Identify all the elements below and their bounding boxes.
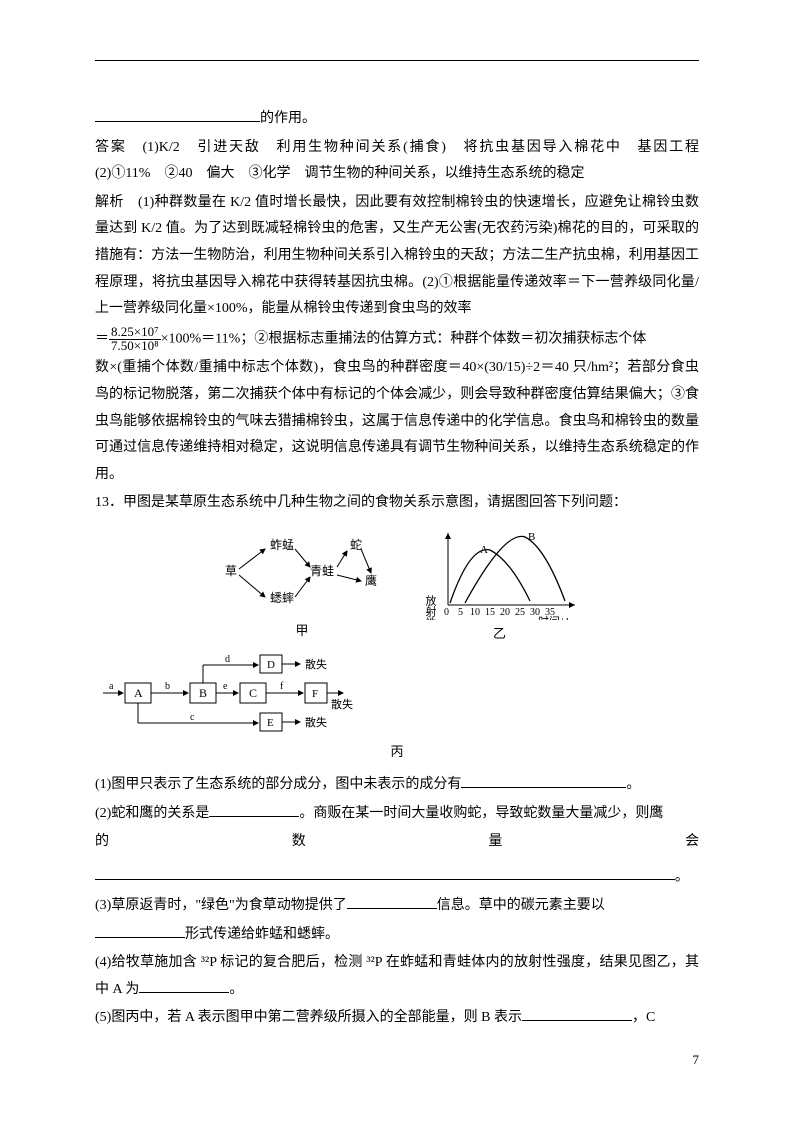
svg-text:E: E	[267, 717, 274, 729]
svg-text:0: 0	[444, 607, 449, 618]
sp4: 会	[685, 834, 699, 849]
blank-q2-full	[95, 858, 675, 880]
answer-text: (1)K/2 引进天敌 利用生物种间关系(捕食) 将抗虫基因导入棉花中 基因工程…	[95, 140, 713, 182]
node-qingwa: 青蛙	[310, 564, 334, 578]
curve-a-label: A	[480, 544, 488, 556]
svg-text:a: a	[109, 681, 114, 692]
figure-row-top: 草 蚱蜢 蟋蟀 青蛙 蛇 鹰 甲 放	[95, 525, 699, 647]
blank-q1	[461, 774, 626, 788]
node-cao: 草	[225, 564, 237, 578]
node-she: 蛇	[350, 537, 362, 552]
q1-line: (1)图甲只表示了生态系统的部分成分，图中未表示的成分有 。	[95, 772, 699, 799]
q5a-text: (5)图丙中，若 A 表示图甲中第二营养级所摄入的全部能量，则 B 表示	[95, 1010, 522, 1025]
jiexi-text1: (1)种群数量在 K/2 值时增长最快，因此要有效控制棉铃虫的快速增长，应避免让…	[95, 195, 699, 316]
jiexi-text2b: ×100%＝11%；②根据标志重捕法的估算方式：种群个体数＝初次捕获标志个体	[161, 331, 647, 346]
blank-q4	[139, 979, 229, 993]
q5-line: (5)图丙中，若 A 表示图甲中第二营养级所摄入的全部能量，则 B 表示 ，C	[95, 1005, 699, 1032]
svg-text:c: c	[190, 712, 195, 723]
answer-block: 答案 (1)K/2 引进天敌 利用生物种间关系(捕食) 将抗虫基因导入棉花中 基…	[95, 135, 699, 188]
q2b-text: 。商贩在某一时间大量收购蛇，导致蛇数量大量减少，则鹰	[299, 806, 663, 821]
label-yi: 乙	[420, 622, 580, 647]
sp2: 数	[292, 834, 396, 849]
node-xishuai: 蟋蟀	[270, 590, 294, 605]
q2-spread: 的 数 量 会	[95, 829, 699, 856]
svg-text:15: 15	[485, 607, 495, 618]
blank-q3a	[347, 895, 437, 909]
jiexi-label: 解析	[95, 195, 124, 210]
q5b-text: ，C	[632, 1010, 655, 1025]
figure-yi: 放射性强度 0 5 10 15 20 25 30 35 时间/d A B 乙	[420, 525, 580, 647]
node-zhameng: 蚱蜢	[270, 537, 294, 552]
q1-text: (1)图甲只表示了生态系统的部分成分，图中未表示的成分有	[95, 777, 461, 792]
svg-text:b: b	[165, 681, 170, 692]
svg-text:D: D	[267, 659, 275, 671]
svg-text:B: B	[199, 686, 207, 700]
xlabel: 时间/d	[538, 615, 569, 620]
fraction: 8.25×10⁷7.50×10⁸	[109, 325, 161, 354]
text-suffix: 的作用。	[260, 111, 316, 126]
svg-text:散失: 散失	[305, 715, 327, 729]
svg-text:d: d	[225, 654, 230, 665]
svg-text:20: 20	[500, 607, 510, 618]
curve-b-label: B	[528, 531, 535, 543]
label-jia: 甲	[215, 619, 390, 644]
q2-line1: (2)蛇和鹰的关系是 。商贩在某一时间大量收购蛇，导致蛇数量大量减少，则鹰	[95, 801, 699, 828]
page-number: 7	[693, 1048, 700, 1073]
q2-blank-line: 。	[95, 858, 699, 891]
label-bing: 丙	[95, 740, 699, 765]
curve-svg: 放射性强度 0 5 10 15 20 25 30 35 时间/d A B	[420, 525, 580, 620]
svg-text:C: C	[249, 686, 257, 700]
jiexi-p3: 数×(重捕个体数/重捕中标志个体数)，食虫鸟的种群密度＝40×(30/15)÷2…	[95, 355, 699, 488]
q3b-text: 信息。草中的碳元素主要以	[437, 898, 605, 913]
svg-text:e: e	[223, 681, 228, 692]
q3a-text: (3)草原返青时，"绿色"为食草动物提供了	[95, 898, 347, 913]
node-ying: 鹰	[365, 573, 377, 588]
q2-end: 。	[675, 869, 689, 884]
sp1: 的	[95, 834, 199, 849]
frac-denominator: 7.50×10⁸	[109, 338, 161, 353]
blank-q5	[522, 1007, 632, 1021]
blank-fill	[95, 108, 260, 122]
q1-end: 。	[626, 777, 640, 792]
svg-text:10: 10	[470, 607, 480, 618]
blank-q2a	[209, 803, 299, 817]
foodweb-svg: 草 蚱蜢 蟋蟀 青蛙 蛇 鹰	[215, 527, 390, 617]
sp3: 量	[488, 834, 592, 849]
line-blank-suffix: 的作用。	[95, 106, 699, 133]
svg-text:散失: 散失	[305, 657, 327, 671]
answer-label: 答案	[95, 140, 127, 155]
q3-line1: (3)草原返青时，"绿色"为食草动物提供了 信息。草中的碳元素主要以	[95, 893, 699, 920]
figure-bing: A B C D E F a b e f d c 散失 散失 散失 丙	[95, 653, 699, 765]
jiexi-p1: 解析 (1)种群数量在 K/2 值时增长最快，因此要有效控制棉铃虫的快速增长，应…	[95, 190, 699, 323]
jiexi-p2: ＝8.25×10⁷7.50×10⁸×100%＝11%；②根据标志重捕法的估算方式…	[95, 325, 699, 354]
svg-text:散失: 散失	[331, 697, 353, 711]
q3c-text: 形式传递给蚱蜢和蟋蟀。	[185, 927, 339, 942]
top-rule	[95, 60, 699, 61]
blank-q3b	[95, 924, 185, 938]
figures-container: 草 蚱蜢 蟋蟀 青蛙 蛇 鹰 甲 放	[95, 525, 699, 764]
ylabel: 放射性强度	[424, 594, 437, 620]
q2a-text: (2)蛇和鹰的关系是	[95, 806, 209, 821]
q3-line2: 形式传递给蚱蜢和蟋蟀。	[95, 922, 699, 949]
svg-text:A: A	[134, 686, 143, 700]
svg-text:f: f	[280, 681, 284, 692]
figure-jia: 草 蚱蜢 蟋蟀 青蛙 蛇 鹰 甲	[215, 527, 390, 644]
svg-text:F: F	[312, 688, 318, 700]
q4-line: (4)给牧草施加含 ³²P 标记的复合肥后，检测 ³²P 在蚱蜢和青蛙体内的放射…	[95, 950, 699, 1003]
eq-sign: ＝	[95, 331, 109, 346]
svg-text:5: 5	[458, 607, 463, 618]
svg-text:25: 25	[515, 607, 525, 618]
q4-end: 。	[229, 982, 243, 997]
energyflow-svg: A B C D E F a b e f d c 散失 散失 散失	[95, 653, 365, 738]
q13-stem: 13．甲图是某草原生态系统中几种生物之间的食物关系示意图，请据图回答下列问题：	[95, 490, 699, 517]
